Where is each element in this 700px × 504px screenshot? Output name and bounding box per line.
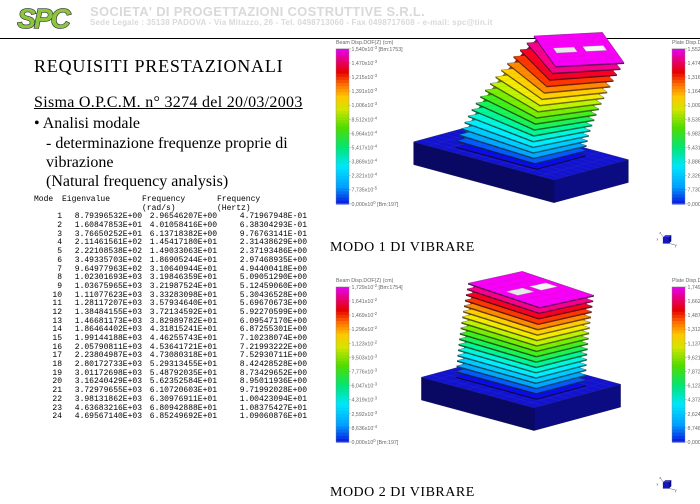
svg-text:9,621x10-3: 9,621x10-3: [688, 353, 700, 362]
svg-text:1,164x10-3: 1,164x10-3: [688, 87, 700, 96]
svg-text:1,137x10-2: 1,137x10-2: [688, 339, 700, 348]
svg-text:Beam Disp.DOF(Z) (cm): Beam Disp.DOF(Z) (cm): [336, 40, 394, 46]
svg-text:z: z: [659, 231, 661, 235]
svg-text:1,006x10-3: 1,006x10-3: [352, 101, 378, 110]
svg-text:6,983x10-4: 6,983x10-4: [688, 129, 700, 138]
svg-text:1,123x10-2: 1,123x10-2: [352, 339, 378, 348]
svg-text:8,535x10-4: 8,535x10-4: [688, 115, 700, 124]
svg-text:2,326x10-4: 2,326x10-4: [688, 171, 700, 180]
svg-text:4,319x10-3: 4,319x10-3: [352, 395, 378, 404]
svg-text:6,123x10-3: 6,123x10-3: [688, 381, 700, 390]
svg-text:0,000x100 [Pt:5970]: 0,000x100 [Pt:5970]: [688, 437, 700, 446]
svg-text:2,592x10-3: 2,592x10-3: [352, 409, 378, 418]
svg-text:y: y: [675, 488, 677, 492]
svg-text:1,391x10-3: 1,391x10-3: [352, 87, 378, 96]
svg-text:y: y: [675, 243, 677, 247]
svg-text:1,312x10-2: 1,312x10-2: [688, 325, 700, 334]
svg-text:8,746x10-4: 8,746x10-4: [688, 423, 700, 432]
svg-text:1,009x10-3: 1,009x10-3: [688, 101, 700, 110]
svg-text:1,641x10-2: 1,641x10-2: [352, 297, 378, 306]
svg-text:1,487x10-2: 1,487x10-2: [688, 311, 700, 320]
svg-text:6,964x10-4: 6,964x10-4: [352, 129, 378, 138]
svg-text:2,321x10-4: 2,321x10-4: [352, 171, 378, 180]
svg-text:1,215x10-3: 1,215x10-3: [352, 73, 378, 82]
svg-text:8,636x10-4: 8,636x10-4: [352, 423, 378, 432]
svg-text:1,662x10-2: 1,662x10-2: [688, 297, 700, 306]
svg-text:0,000x100 [Bm:197]: 0,000x100 [Bm:197]: [352, 199, 399, 208]
svg-text:5,417x10-4: 5,417x10-4: [352, 143, 378, 152]
svg-text:6,047x10-3: 6,047x10-3: [352, 381, 378, 390]
svg-text:7,872x10-3: 7,872x10-3: [688, 367, 700, 376]
svg-text:Beam Disp.DOF(Z) (cm): Beam Disp.DOF(Z) (cm): [336, 278, 394, 284]
svg-text:3,886x10-4: 3,886x10-4: [688, 157, 700, 166]
svg-text:1,296x10-2: 1,296x10-2: [352, 325, 378, 334]
svg-text:x: x: [656, 482, 658, 486]
svg-text:8,512x10-4: 8,512x10-4: [352, 115, 378, 124]
svg-text:7,735x10-5: 7,735x10-5: [352, 185, 378, 194]
svg-text:5,431x10-4: 5,431x10-4: [688, 143, 700, 152]
svg-text:0,000x100 [Pt:5970]: 0,000x100 [Pt:5970]: [688, 199, 700, 208]
svg-text:7,776x10-3: 7,776x10-3: [352, 367, 378, 376]
svg-text:9,503x10-3: 9,503x10-3: [352, 353, 378, 362]
svg-text:1,474x10-3: 1,474x10-3: [688, 58, 700, 67]
svg-text:Plate Disp.DOF(XYZ) (cm): Plate Disp.DOF(XYZ) (cm): [672, 278, 700, 284]
svg-text:0,000x100 [Bm:197]: 0,000x100 [Bm:197]: [352, 437, 399, 446]
svg-text:4,373x10-3: 4,373x10-3: [688, 395, 700, 404]
svg-text:1,470x10-3: 1,470x10-3: [352, 58, 378, 67]
svg-text:x: x: [656, 237, 658, 241]
svg-text:7,730x10-5: 7,730x10-5: [688, 185, 700, 194]
svg-text:SPC: SPC: [17, 3, 71, 34]
svg-text:Plate Disp.DOF(XYZ) (cm): Plate Disp.DOF(XYZ) (cm): [672, 40, 700, 46]
svg-text:1,469x10-2: 1,469x10-2: [352, 311, 378, 320]
svg-text:1,316x10-3: 1,316x10-3: [688, 73, 700, 82]
svg-text:3,869x10-4: 3,869x10-4: [352, 157, 378, 166]
svg-text:z: z: [659, 476, 661, 480]
svg-text:2,624x10-3: 2,624x10-3: [688, 409, 700, 418]
